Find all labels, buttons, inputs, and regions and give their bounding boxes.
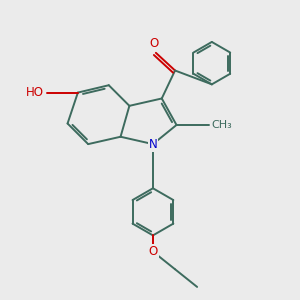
Text: HO: HO	[26, 86, 44, 99]
Text: O: O	[150, 37, 159, 50]
Text: O: O	[148, 245, 158, 258]
Text: N: N	[148, 138, 157, 151]
Text: CH₃: CH₃	[211, 120, 232, 130]
